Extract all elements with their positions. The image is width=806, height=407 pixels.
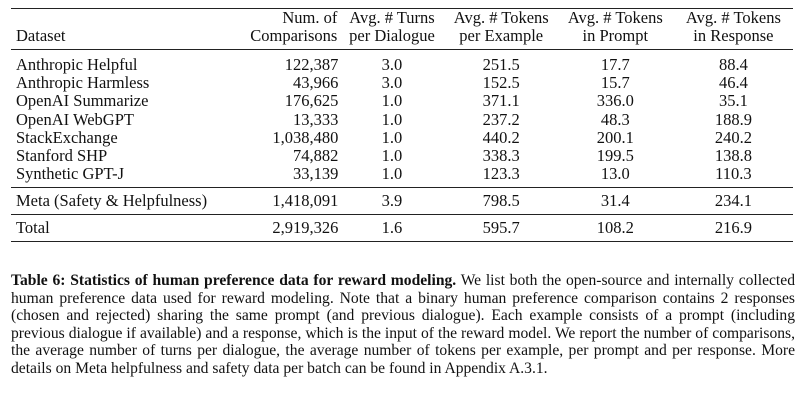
cell-turns: 1.0: [381, 127, 403, 147]
cell-comparisons: 176,625: [284, 91, 339, 111]
header-comparisons: Num. of Comparisons: [220, 8, 339, 50]
cell-response: 240.2: [714, 127, 752, 147]
cell-prompt: 13.0: [600, 164, 630, 184]
cell-prompt: 199.5: [596, 146, 634, 166]
cell-prompt: 17.7: [600, 55, 630, 75]
table-row: Anthropic Helpful 122,387 3.0 251.5 17.7…: [11, 50, 793, 75]
table-row: OpenAI Summarize 176,625 1.0 371.1 336.0…: [11, 92, 793, 110]
table-row: Stanford SHP 74,882 1.0 338.3 199.5 138.…: [11, 146, 793, 166]
cell-comparisons: 2,919,326: [220, 213, 339, 242]
cell-response: 138.8: [714, 146, 752, 166]
cell-prompt: 336.0: [596, 91, 634, 111]
meta-rows: Meta (Safety & Helpfulness) 1,418,091 3.…: [11, 187, 793, 214]
stats-table-container: Dataset Num. of Comparisons Avg. # Turns…: [11, 8, 793, 242]
preference-data-table: Dataset Num. of Comparisons Avg. # Turns…: [11, 8, 793, 242]
cell-tokens: 371.1: [482, 91, 520, 111]
cell-comparisons: 74,882: [292, 146, 339, 166]
cell-dataset: OpenAI Summarize: [16, 91, 149, 111]
cell-turns: 3.9: [338, 187, 446, 214]
total-rows: Total 2,919,326 1.6 595.7 108.2 216.9: [11, 213, 793, 242]
caption-text: We list both the open-source and interna…: [11, 272, 795, 377]
cell-prompt: 31.4: [556, 187, 674, 214]
cell-comparisons: 33,139: [292, 164, 339, 184]
cell-comparisons: 1,418,091: [220, 187, 339, 214]
header-tokens-prompt: Avg. # Tokens in Prompt: [556, 8, 674, 50]
cell-comparisons: 1,038,480: [272, 127, 339, 147]
cell-dataset: StackExchange: [16, 127, 118, 147]
cell-response: 110.3: [715, 164, 752, 184]
cell-comparisons: 13,333: [292, 109, 339, 129]
cell-response: 88.4: [718, 55, 748, 75]
table-caption: Table 6: Statistics of human preference …: [11, 272, 795, 378]
cell-dataset: Meta (Safety & Helpfulness): [11, 187, 221, 214]
cell-turns: 1.0: [381, 164, 403, 184]
table-row: Anthropic Harmless 43,966 3.0 152.5 15.7…: [11, 74, 793, 92]
header-tokens-response: Avg. # Tokens in Response: [673, 8, 793, 50]
cell-tokens: 595.7: [445, 213, 557, 242]
table-row: Synthetic GPT-J 33,139 1.0 123.3 13.0 11…: [11, 165, 793, 188]
cell-dataset: Total: [11, 213, 221, 242]
cell-turns: 1.0: [381, 91, 403, 111]
cell-dataset: Anthropic Helpful: [16, 55, 138, 75]
caption-label: Table 6: Statistics of human preference …: [11, 272, 457, 289]
cell-dataset: Stanford SHP: [16, 146, 108, 166]
cell-turns: 3.0: [381, 55, 403, 75]
cell-tokens: 338.3: [482, 146, 520, 166]
cell-turns: 1.0: [381, 109, 403, 129]
open-source-rows: Anthropic Helpful 122,387 3.0 251.5 17.7…: [11, 50, 793, 188]
header-dataset: Dataset: [11, 8, 221, 50]
cell-response: 234.1: [673, 187, 793, 214]
cell-response: 188.9: [714, 109, 752, 129]
cell-prompt: 48.3: [600, 109, 630, 129]
cell-tokens: 440.2: [482, 127, 520, 147]
cell-prompt: 108.2: [556, 213, 674, 242]
cell-tokens: 251.5: [482, 55, 520, 75]
cell-tokens: 237.2: [482, 109, 520, 129]
cell-dataset: Anthropic Harmless: [16, 73, 150, 93]
cell-tokens: 152.5: [482, 73, 520, 93]
cell-response: 216.9: [673, 213, 793, 242]
cell-dataset: OpenAI WebGPT: [16, 109, 134, 129]
cell-dataset: Synthetic GPT-J: [16, 164, 125, 184]
header-tokens-example: Avg. # Tokens per Example: [445, 8, 557, 50]
table-row: StackExchange 1,038,480 1.0 440.2 200.1 …: [11, 127, 793, 147]
header-row: Dataset Num. of Comparisons Avg. # Turns…: [11, 8, 793, 50]
cell-comparisons: 122,387: [284, 55, 339, 75]
table-row: OpenAI WebGPT 13,333 1.0 237.2 48.3 188.…: [11, 109, 793, 129]
cell-response: 46.4: [718, 73, 748, 93]
cell-turns: 1.0: [381, 146, 403, 166]
cell-prompt: 15.7: [600, 73, 630, 93]
cell-prompt: 200.1: [596, 127, 634, 147]
table-header: Dataset Num. of Comparisons Avg. # Turns…: [11, 8, 793, 50]
cell-tokens: 123.3: [482, 164, 520, 184]
cell-comparisons: 43,966: [292, 73, 339, 93]
cell-response: 35.1: [718, 91, 748, 111]
cell-turns: 1.6: [338, 213, 446, 242]
cell-turns: 3.0: [381, 73, 403, 93]
total-row: Total 2,919,326 1.6 595.7 108.2 216.9: [11, 213, 793, 242]
header-turns: Avg. # Turns per Dialogue: [338, 8, 446, 50]
meta-row: Meta (Safety & Helpfulness) 1,418,091 3.…: [11, 187, 793, 214]
cell-tokens: 798.5: [445, 187, 557, 214]
